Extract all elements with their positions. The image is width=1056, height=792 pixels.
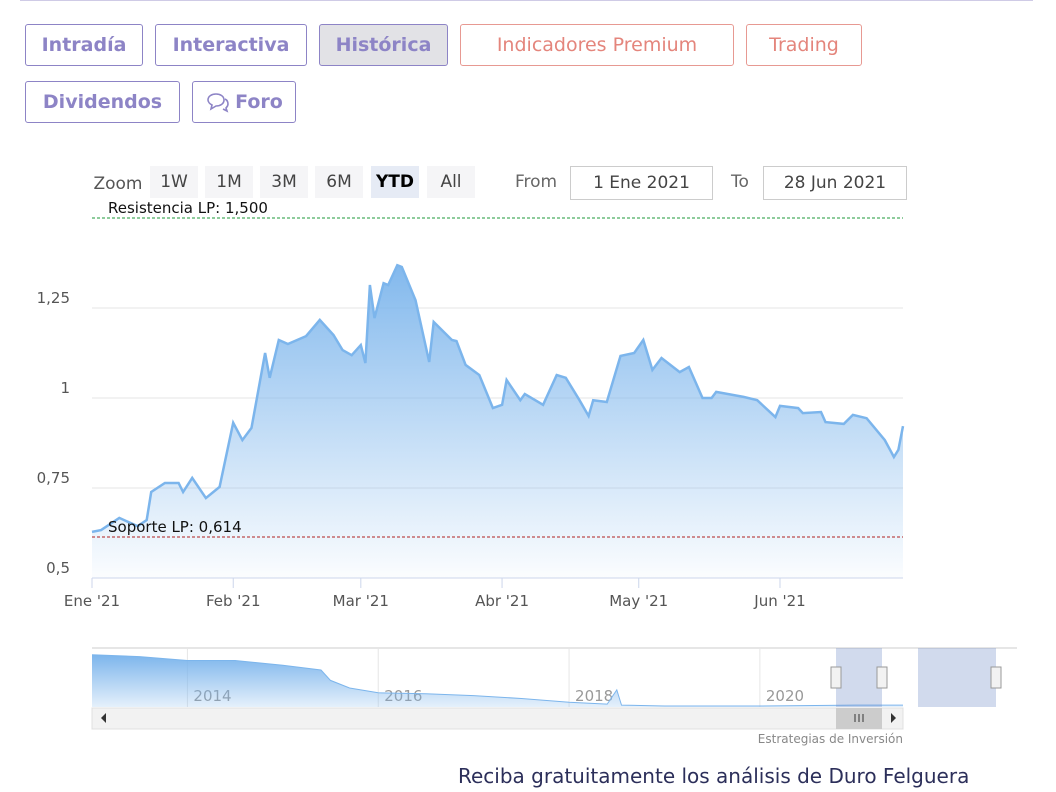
navigator-handle: [830, 666, 842, 689]
from-input[interactable]: 1 Ene 2021: [570, 166, 713, 200]
navigator-handle: [990, 666, 1002, 689]
area: [92, 654, 903, 707]
tab[interactable]: Indicadores Premium: [460, 24, 734, 66]
scroll-arrow: [101, 713, 106, 723]
scroll-arrow: [891, 713, 896, 723]
tab[interactable]: Intradía: [25, 24, 143, 66]
navigator-tick-label: 2020: [766, 687, 804, 705]
range-button[interactable]: 6M: [315, 166, 363, 198]
x-tick-label: Ene '21: [64, 592, 120, 610]
x-tick-label: Abr '21: [475, 592, 529, 610]
tab[interactable]: Trading: [746, 24, 862, 66]
to-input[interactable]: 28 Jun 2021: [763, 166, 907, 200]
area: [92, 265, 903, 578]
tab[interactable]: Histórica: [319, 24, 448, 66]
y-tick-label: 0,75: [37, 469, 70, 487]
y-tick-label: 1,25: [37, 289, 70, 307]
line: [91, 654, 903, 707]
tab[interactable]: Foro: [192, 81, 296, 123]
scroll-grip: [854, 714, 864, 722]
zoom-label: Zoom: [93, 174, 143, 194]
range-button[interactable]: 3M: [260, 166, 308, 198]
from-label: From: [514, 172, 558, 192]
to-label: To: [731, 172, 749, 192]
credits: Estrategias de Inversión: [758, 732, 903, 746]
footer-text[interactable]: Reciba gratuitamente los análisis de Dur…: [458, 764, 970, 788]
navigator-mask: [918, 648, 996, 707]
plot-line-label: Resistencia LP: 1,500: [108, 199, 268, 217]
y-tick-label: 0,5: [46, 559, 70, 577]
x-tick-label: Jun '21: [753, 592, 805, 610]
x-tick-label: May '21: [609, 592, 668, 610]
navigator-mask: [836, 648, 882, 707]
navigator-handle: [876, 666, 888, 689]
range-button[interactable]: All: [427, 166, 475, 198]
navigator-tick-label: 2018: [575, 687, 613, 705]
y-tick-label: 1: [60, 379, 70, 397]
chat-icon: [207, 93, 229, 113]
line: [91, 263, 905, 534]
chart: Estrategias de Inversión 0,5 0,75 1 1,25 Res…: [37, 199, 1017, 746]
tab-label: Foro: [235, 91, 283, 113]
range-button[interactable]: 1M: [205, 166, 253, 198]
plot-line-label: Soporte LP: 0,614: [108, 518, 242, 536]
tab[interactable]: Dividendos: [25, 81, 180, 123]
divider: [20, 0, 1033, 1]
range-button[interactable]: 1W: [150, 166, 198, 198]
range-button[interactable]: YTD: [371, 166, 419, 198]
x-tick-label: Feb '21: [206, 592, 261, 610]
scrollbar-track: [91, 707, 904, 730]
x-tick-label: Mar '21: [333, 592, 389, 610]
tab[interactable]: Interactiva: [155, 24, 307, 66]
